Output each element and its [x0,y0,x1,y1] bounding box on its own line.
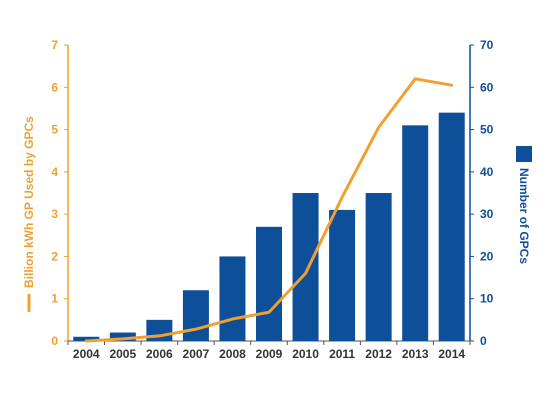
right-tick-label: 50 [480,123,494,137]
x-tick-label: 2009 [256,347,283,361]
bar [365,193,392,341]
right-tick-label: 60 [480,80,494,94]
x-tick-label: 2005 [109,347,136,361]
bar [292,193,319,341]
bar [219,256,246,341]
bar-series [73,112,465,342]
right-legend-marker [516,146,532,162]
x-tick-label: 2013 [402,347,429,361]
left-tick-label: 2 [51,249,58,263]
left-tick-label: 7 [51,38,58,52]
left-tick-label: 6 [51,80,58,94]
right-axis-label-group: Number of GPCs [516,146,532,264]
x-tick-label: 2004 [73,347,100,361]
bar [438,112,465,342]
line-series [84,77,454,343]
right-tick-label: 0 [480,334,487,348]
left-tick-label: 0 [51,334,58,348]
left-tick-label: 4 [51,165,58,179]
bar [329,209,356,341]
right-tick-label: 70 [480,38,494,52]
left-tick-label: 3 [51,207,58,221]
right-axis-label: Number of GPCs [517,168,531,264]
left-axis-label-group: Billion kWh GP Used by GPCs [22,116,36,312]
x-tick-label: 2011 [329,347,355,361]
right-tick-label: 20 [480,249,494,263]
left-tick-label: 5 [51,123,58,137]
right-tick-label: 40 [480,165,494,179]
left-axis-label: Billion kWh GP Used by GPCs [22,116,36,288]
right-tick-label: 30 [480,207,494,221]
bar [182,290,209,341]
right-tick-label: 10 [480,292,494,306]
x-tick-label: 2010 [292,347,319,361]
bar [73,336,100,341]
bar [109,332,136,341]
x-tick-label: 2014 [438,347,465,361]
x-tick-label: 2007 [183,347,210,361]
bar [402,125,429,341]
x-tick-label: 2008 [219,347,246,361]
bar [256,226,282,341]
x-tick-label: 2012 [365,347,392,361]
x-tick-label: 2006 [146,347,173,361]
left-tick-label: 1 [51,292,58,306]
